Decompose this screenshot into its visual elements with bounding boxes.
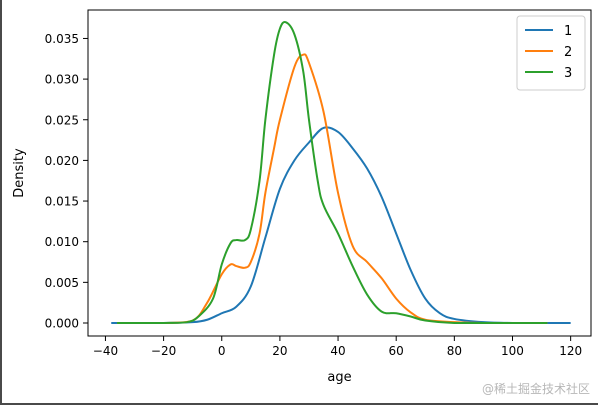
legend-label-1: 1 [564,24,572,39]
x-tick-label: 80 [447,344,462,358]
series-lines-group [111,20,571,324]
axis-ticks-group: −40 −20 0 20 40 60 80 100 120 0.000 0.005 0.010 0.01… [45,32,582,358]
x-tick-label: 120 [559,344,582,358]
legend-label-3: 3 [564,66,572,81]
series-line-1 [111,126,571,324]
x-tick-label: 0 [218,344,226,358]
plot-area-border [87,9,592,337]
y-tick-label: 0.000 [45,316,79,330]
x-tick-label: −40 [93,344,118,358]
y-tick-label: 0.005 [45,276,79,290]
x-tick-label: 100 [501,344,524,358]
x-tick-label: 40 [330,344,345,358]
legend-box [516,15,586,91]
y-tick-label: 0.025 [45,113,79,127]
x-tick-label: 60 [389,344,404,358]
y-tick-label: 0.020 [45,154,79,168]
y-tick-label: 0.010 [45,235,79,249]
series-line-2 [117,53,548,324]
x-axis-label: age [327,370,351,385]
series-line-3 [117,20,548,324]
x-tick-label: 20 [272,344,287,358]
watermark: @稀土掘金技术社区 [481,382,590,396]
y-axis-label: Density [12,148,27,198]
legend-label-2: 2 [564,45,572,60]
y-tick-label: 0.030 [45,73,79,87]
y-tick-label: 0.035 [45,32,79,46]
y-tick-label: 0.015 [45,195,79,209]
legend: 1 2 3 [516,15,586,91]
x-tick-label: −20 [151,344,176,358]
